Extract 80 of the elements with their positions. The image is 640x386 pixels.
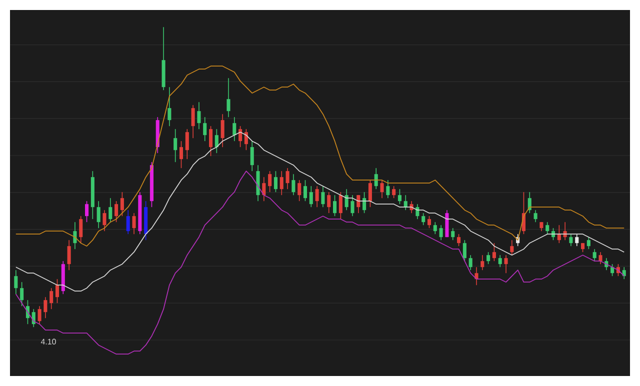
candlestick <box>168 86 172 126</box>
candlestick <box>120 192 124 216</box>
candlestick <box>44 296 48 318</box>
candlestick <box>208 126 213 156</box>
candlestick <box>114 200 118 222</box>
candlestick <box>226 78 230 118</box>
candlestick <box>350 194 354 216</box>
candlestick <box>422 212 426 226</box>
candlestick <box>174 128 178 162</box>
candlestick <box>191 104 195 138</box>
candlestick <box>433 222 437 234</box>
candlestick <box>220 114 224 148</box>
candlestick <box>214 128 218 154</box>
candlestick <box>510 240 514 256</box>
candlestick <box>534 210 538 222</box>
candlestick <box>298 180 302 202</box>
candlestick <box>380 180 384 198</box>
candlestick <box>575 234 579 246</box>
candlestick <box>462 240 466 262</box>
candlestick <box>492 242 496 262</box>
candlestick <box>197 102 201 130</box>
candlestick <box>50 288 54 310</box>
candlestick <box>451 228 455 240</box>
candlestick <box>504 254 508 274</box>
candlestick <box>569 234 573 246</box>
candlestick <box>546 222 550 234</box>
candlestick <box>480 254 484 270</box>
candlestick <box>439 224 443 240</box>
candlestick <box>598 252 602 264</box>
candlestick <box>203 116 207 142</box>
candlestick <box>292 174 296 196</box>
candlestick <box>309 186 313 208</box>
candlestick <box>55 278 60 304</box>
candlestick <box>108 198 112 222</box>
candlestick <box>327 192 331 214</box>
candlestick <box>368 180 372 208</box>
candlestick <box>356 194 360 214</box>
candlestick <box>374 168 378 190</box>
candlestick <box>179 140 184 168</box>
candlestick <box>303 180 308 202</box>
candlestick <box>498 254 502 268</box>
candlestick <box>262 176 266 202</box>
candlestick <box>332 194 337 216</box>
candlestick <box>232 116 236 142</box>
candlestick <box>185 128 189 160</box>
candlestick <box>38 306 42 324</box>
candlestick <box>315 186 319 208</box>
candlestick <box>250 140 254 172</box>
candlestick <box>474 266 478 286</box>
candlestick <box>102 210 106 232</box>
candlestick <box>321 186 325 208</box>
candlestick <box>398 188 402 204</box>
candlestick <box>386 180 390 198</box>
candlestick <box>404 194 408 210</box>
candlestick <box>274 170 278 192</box>
candlestick <box>586 236 590 250</box>
candlestick <box>457 234 461 246</box>
candlestick <box>427 216 432 228</box>
candlestick <box>256 164 260 202</box>
candlestick <box>20 282 24 306</box>
candlestick <box>338 192 342 220</box>
candlestick <box>268 170 272 192</box>
candlestick <box>592 248 596 262</box>
candlestick <box>286 168 290 190</box>
candlestick <box>280 170 284 196</box>
candlestick <box>67 240 71 270</box>
candlestick <box>238 126 242 148</box>
candlestick <box>392 186 396 198</box>
candlestick <box>557 224 561 244</box>
candlestick <box>96 200 100 228</box>
candlestick <box>14 270 18 294</box>
candlestick <box>362 192 366 214</box>
candlestick <box>344 188 348 210</box>
candlestick <box>126 210 130 234</box>
candlestick <box>84 200 89 222</box>
candlestick <box>73 222 77 250</box>
candlestick <box>468 254 472 270</box>
candlestick <box>486 252 490 264</box>
candlestick <box>79 216 83 244</box>
candlestick <box>132 212 136 234</box>
